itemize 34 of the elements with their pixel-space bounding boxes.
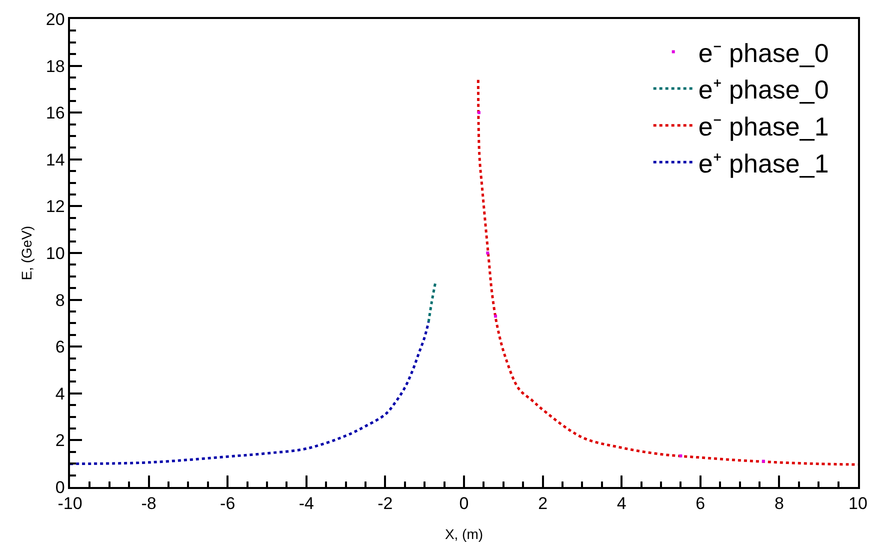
y-tick-label: 20	[46, 10, 65, 29]
y-tick-label: 14	[46, 150, 65, 170]
x-tick-label: -4	[298, 494, 314, 514]
y-axis-title: E, (GeV)	[18, 226, 34, 280]
point	[477, 111, 480, 114]
x-tick-label: -8	[141, 494, 156, 514]
y-tick-label: 0	[55, 478, 65, 497]
x-tick-label: -2	[378, 494, 393, 514]
x-tick-label: 4	[616, 494, 626, 514]
x-tick-label: 2	[538, 494, 548, 514]
legend-label: e⁻ phase_0	[698, 38, 829, 68]
y-tick-label: 12	[46, 197, 65, 216]
x-tick-label: 8	[774, 494, 784, 514]
x-axis-title: X, (m)	[444, 526, 484, 542]
y-tick-label: 2	[55, 431, 65, 450]
x-tick-label: -10	[58, 494, 82, 514]
point	[494, 314, 498, 318]
x-tick-label: 10	[848, 494, 868, 514]
legend-label: e⁺ phase_0	[698, 74, 829, 105]
x-tick-label: -6	[220, 494, 236, 514]
y-tick-label: 10	[46, 244, 65, 263]
line-series	[70, 320, 430, 466]
point	[762, 460, 765, 463]
point	[486, 252, 490, 254]
y-tick-label: 18	[46, 56, 65, 76]
y-tick-label: 8	[55, 290, 65, 310]
x-tick-label: 6	[696, 494, 706, 514]
y-tick-label: 6	[55, 338, 65, 357]
x-tick-label: 0	[459, 494, 469, 514]
y-tick-label: 4	[55, 384, 65, 404]
y-tick-label: 16	[46, 104, 65, 123]
point	[679, 454, 682, 458]
legend-label: e⁺ phase_1	[698, 148, 829, 178]
legend-label: e⁻ phase_1	[698, 112, 829, 142]
